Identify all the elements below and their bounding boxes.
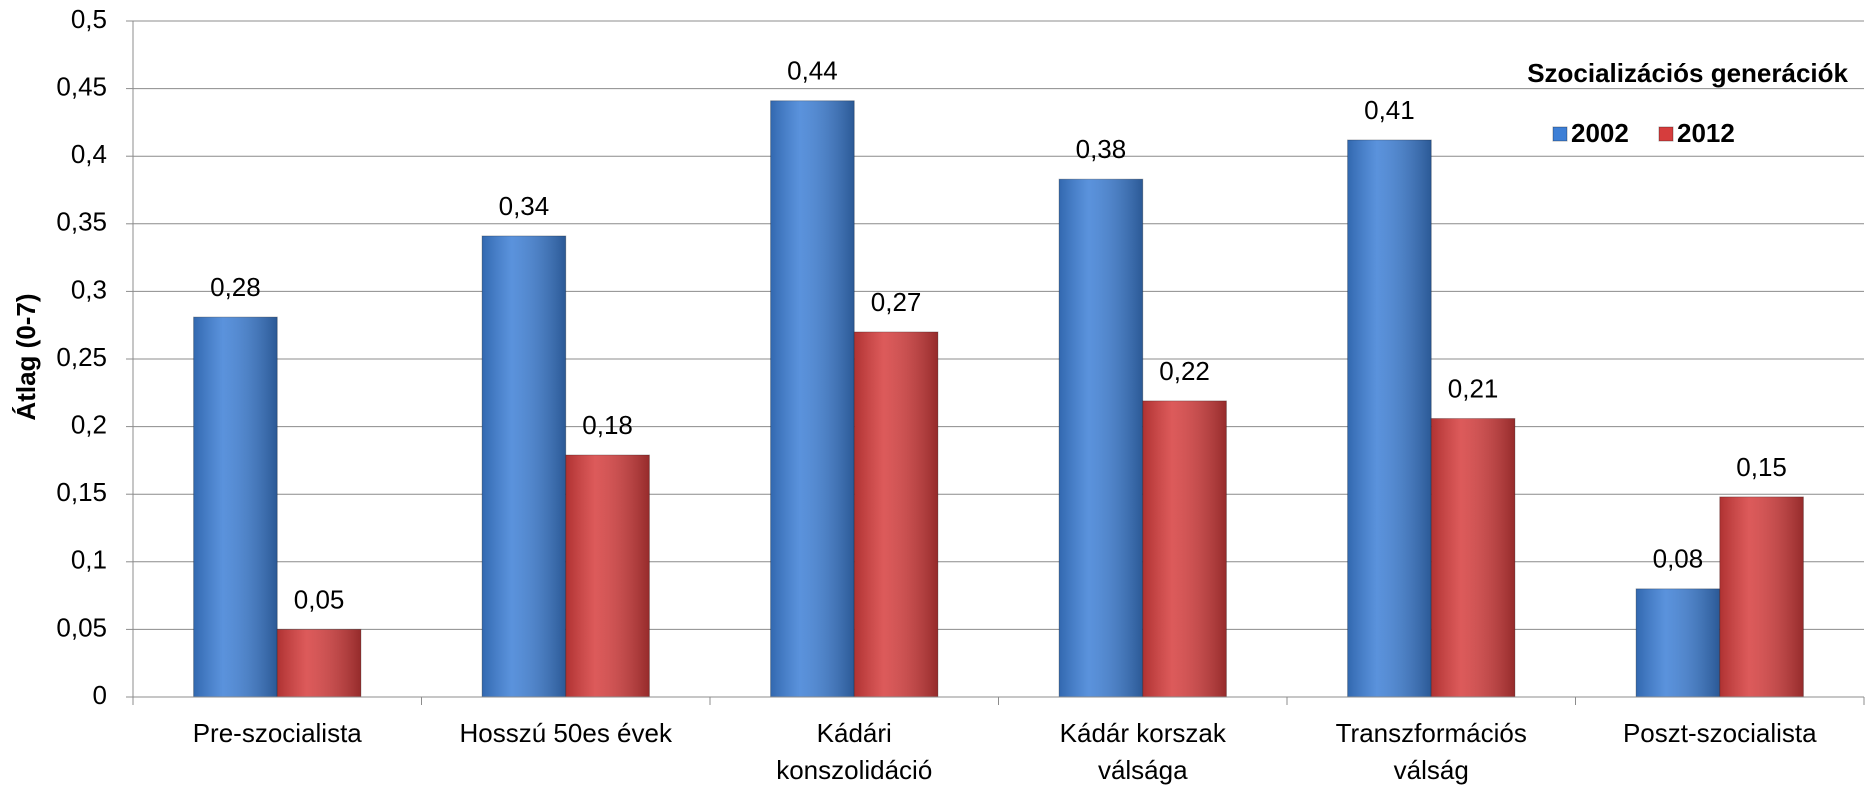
x-tick-label: konszolidáció [776,755,932,785]
value-label: 0,22 [1159,356,1210,386]
value-label: 0,18 [582,410,633,440]
bar [1430,417,1516,698]
bar [853,331,939,698]
y-tick-label: 0,05 [56,612,107,642]
y-tick-label: 0 [93,680,107,710]
value-label: 0,08 [1653,544,1704,574]
x-tick-label: Poszt-szocialista [1623,718,1817,748]
x-tick-label: Transzformációs [1336,718,1527,748]
bar [1635,588,1721,698]
y-tick-label: 0,25 [56,342,107,372]
bar [565,454,650,698]
y-tick-label: 0,2 [71,409,107,439]
bar [1142,400,1227,698]
value-label: 0,38 [1076,134,1127,164]
bar [770,100,855,698]
x-tick-label: Pre-szocialista [193,718,363,748]
y-tick-label: 0,45 [56,71,107,101]
bar [1058,178,1144,698]
y-tick-label: 0,15 [56,477,107,507]
legend-title: Szocializációs generációk [1527,58,1848,88]
legend-swatch [1658,126,1674,142]
y-axis-title: Átlag (0-7) [11,293,41,420]
bar [193,316,278,698]
value-label: 0,15 [1736,452,1787,482]
y-tick-label: 0,35 [56,207,107,237]
x-tick-label: Kádár korszak [1060,718,1227,748]
legend-swatch [1552,126,1568,142]
bar [481,235,567,698]
y-tick-label: 0,1 [71,545,107,575]
value-label: 0,28 [210,272,261,302]
value-label: 0,34 [499,191,550,221]
value-label: 0,05 [294,584,345,614]
bar [1347,139,1432,698]
bar [276,628,362,698]
x-tick-label: válság [1394,755,1469,785]
bar [1719,496,1804,698]
y-tick-label: 0,3 [71,274,107,304]
x-tick-label: Hosszú 50es évek [460,718,673,748]
x-tick-label: válsága [1098,755,1188,785]
y-tick-label: 0,5 [71,4,107,34]
value-label: 0,27 [871,287,922,317]
legend-label: 2002 [1571,118,1629,148]
x-tick-label: Kádári [817,718,892,748]
value-label: 0,44 [787,56,838,86]
y-tick-label: 0,4 [71,139,107,169]
value-label: 0,41 [1364,95,1415,125]
legend-label: 2012 [1677,118,1735,148]
value-label: 0,21 [1448,373,1499,403]
